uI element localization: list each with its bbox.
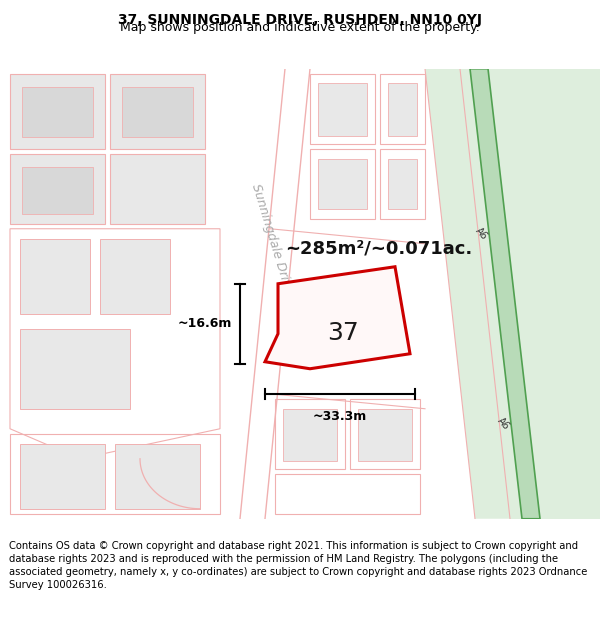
Text: Sunningdale Drive: Sunningdale Drive <box>249 182 295 296</box>
Polygon shape <box>318 159 367 209</box>
Polygon shape <box>460 69 600 519</box>
Polygon shape <box>470 69 540 519</box>
Polygon shape <box>20 329 130 409</box>
Polygon shape <box>100 239 170 314</box>
Polygon shape <box>122 87 193 137</box>
Polygon shape <box>110 154 205 224</box>
Polygon shape <box>10 74 105 149</box>
Text: Map shows position and indicative extent of the property.: Map shows position and indicative extent… <box>120 21 480 34</box>
Polygon shape <box>115 444 200 509</box>
Polygon shape <box>425 69 515 519</box>
Polygon shape <box>318 82 367 136</box>
Polygon shape <box>358 409 412 461</box>
Polygon shape <box>20 239 90 314</box>
Polygon shape <box>283 409 337 461</box>
Polygon shape <box>388 82 417 136</box>
Text: A6: A6 <box>495 416 511 432</box>
Polygon shape <box>20 444 105 509</box>
Polygon shape <box>110 74 205 149</box>
Polygon shape <box>265 267 410 369</box>
Polygon shape <box>10 154 105 224</box>
Polygon shape <box>22 167 93 214</box>
Text: 37: 37 <box>327 321 359 345</box>
Text: ~16.6m: ~16.6m <box>178 318 232 330</box>
Text: ~285m²/~0.071ac.: ~285m²/~0.071ac. <box>285 240 472 258</box>
Text: ~33.3m: ~33.3m <box>313 410 367 422</box>
Text: Contains OS data © Crown copyright and database right 2021. This information is : Contains OS data © Crown copyright and d… <box>9 541 587 590</box>
Polygon shape <box>388 159 417 209</box>
Text: 37, SUNNINGDALE DRIVE, RUSHDEN, NN10 0YJ: 37, SUNNINGDALE DRIVE, RUSHDEN, NN10 0YJ <box>118 13 482 27</box>
Polygon shape <box>22 87 93 137</box>
Text: A6: A6 <box>473 226 489 242</box>
